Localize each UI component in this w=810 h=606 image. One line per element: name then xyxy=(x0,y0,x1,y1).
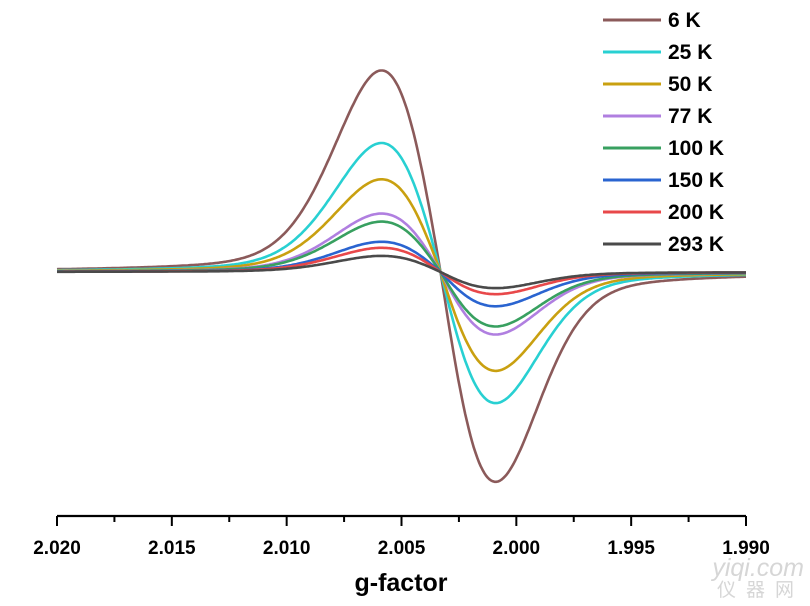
x-tick-label: 2.020 xyxy=(33,538,81,559)
spectra-curves xyxy=(56,69,746,484)
legend-label: 25 K xyxy=(668,41,712,64)
x-tick-label: 2.010 xyxy=(263,538,311,559)
legend: 6 K 25 K 50 K 77 K 100 K 150 K 200 K 293 K xyxy=(603,9,724,256)
x-axis: 2.020 2.015 2.010 2.005 2.000 1.995 1.990 xyxy=(33,514,770,559)
legend-label: 293 K xyxy=(668,233,724,256)
x-tick-label: 2.005 xyxy=(378,538,426,559)
legend-label: 6 K xyxy=(668,9,701,32)
legend-label: 77 K xyxy=(668,105,712,128)
legend-label: 100 K xyxy=(668,137,724,160)
legend-label: 200 K xyxy=(668,201,724,224)
x-tick-label: 1.990 xyxy=(722,538,770,559)
x-tick-label: 2.015 xyxy=(148,538,196,559)
x-tick-label: 1.995 xyxy=(607,538,655,559)
series-line xyxy=(57,254,746,290)
x-tick-label: 2.000 xyxy=(493,538,541,559)
legend-label: 150 K xyxy=(668,169,724,192)
x-axis-title: g-factor xyxy=(354,569,447,597)
legend-label: 50 K xyxy=(668,73,712,96)
series-line xyxy=(56,69,746,484)
